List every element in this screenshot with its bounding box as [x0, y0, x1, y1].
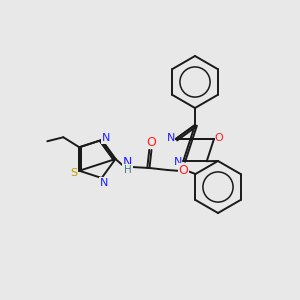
Text: O: O	[214, 133, 224, 143]
Text: N: N	[167, 133, 175, 143]
Text: H: H	[124, 165, 131, 175]
Text: N: N	[123, 155, 132, 169]
Text: O: O	[178, 164, 188, 176]
Text: N: N	[101, 133, 110, 143]
Text: O: O	[146, 136, 156, 148]
Text: S: S	[71, 168, 78, 178]
Text: N: N	[100, 178, 108, 188]
Text: N: N	[174, 157, 182, 167]
